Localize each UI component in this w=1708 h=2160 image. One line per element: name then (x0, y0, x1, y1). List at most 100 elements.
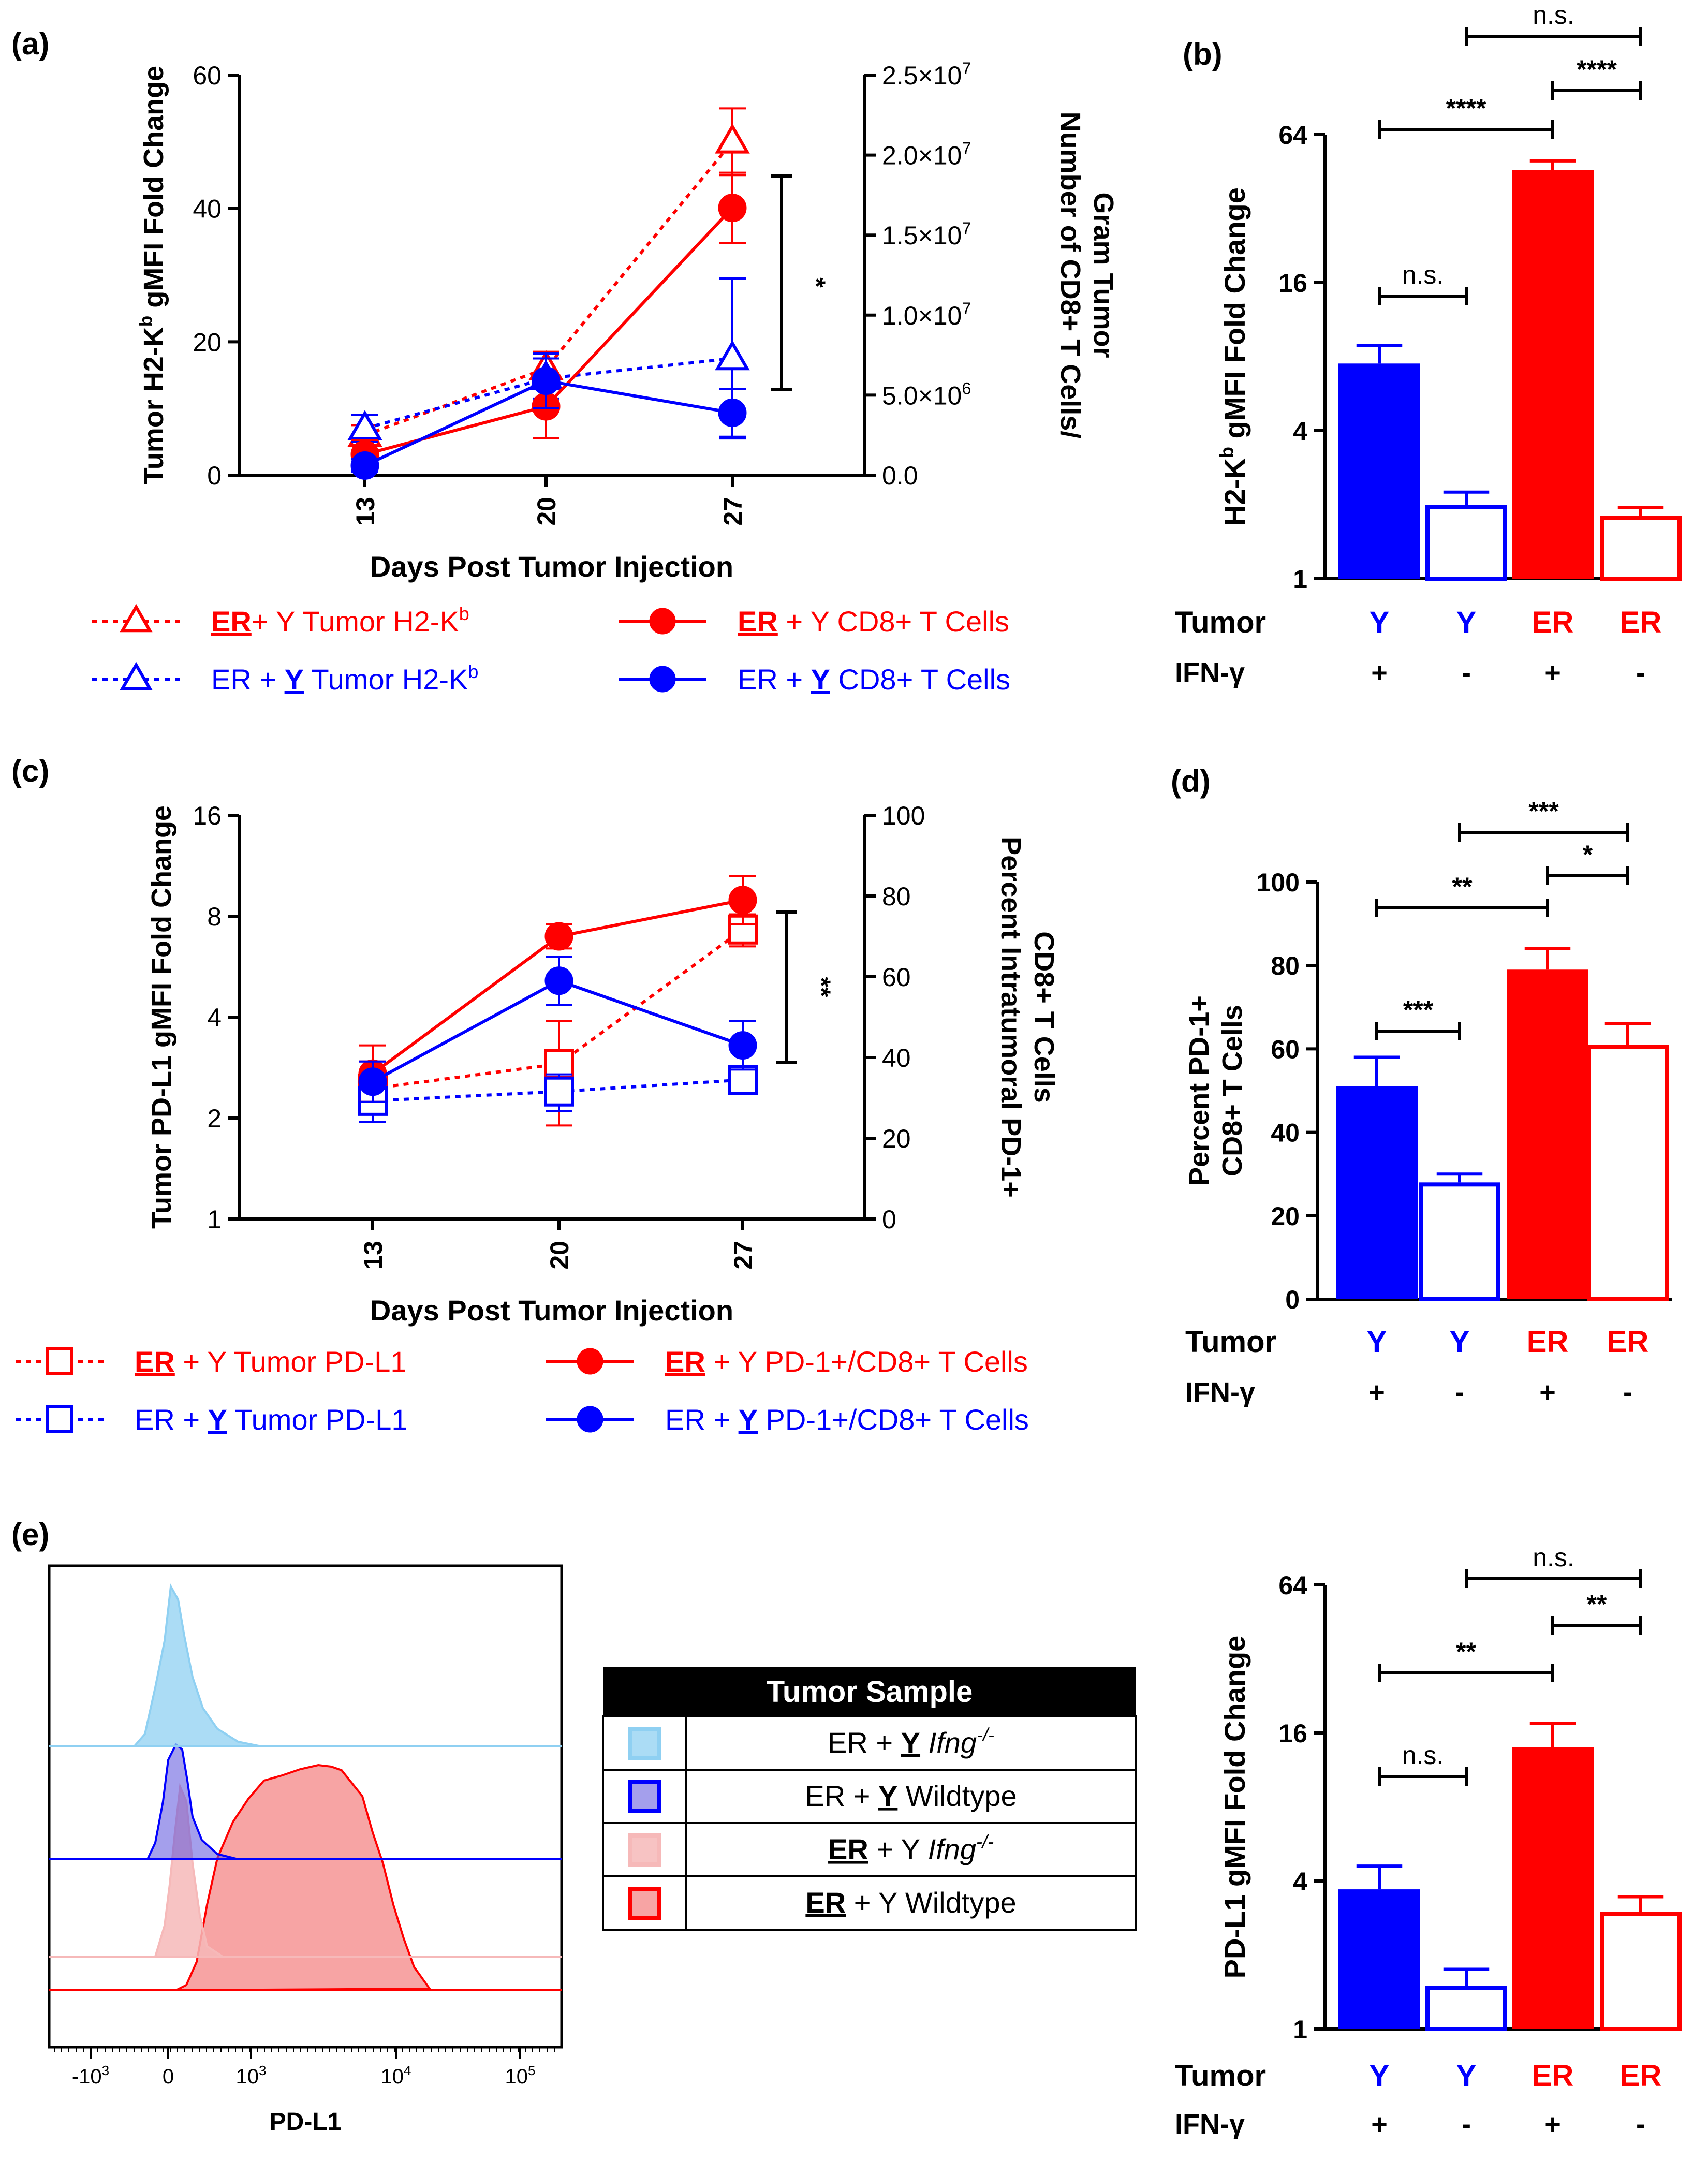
comparison-label: n.s. (1402, 1741, 1444, 1770)
y-tick-label: 4 (1293, 1867, 1307, 1896)
right-axis-label-2: Gram Tumor (1088, 192, 1119, 358)
red-circle-filled-marker (544, 922, 573, 951)
legend-blue-circle-filled-marker (649, 666, 676, 693)
red-filled-bar (1507, 969, 1588, 1299)
ifng-category-label: + (1544, 2109, 1561, 2140)
right-tick-label: 80 (882, 882, 911, 911)
right-tick-label: 60 (882, 963, 911, 992)
left-tick-label: 4 (207, 1003, 222, 1032)
y-tick-label: 80 (1271, 951, 1300, 980)
ifng-category-label: + (1544, 657, 1561, 688)
tumor-category-label: ER (1607, 1325, 1649, 1359)
ifng-category-label: - (1462, 657, 1471, 688)
legend-label: ER + Y CD8+ T Cells (738, 605, 1009, 638)
histogram-x-tick-label: 105 (505, 2063, 536, 2088)
red-triangle-open-marker (715, 123, 750, 154)
blue-square-open-marker (544, 1076, 574, 1107)
left-tick-label: 2 (207, 1104, 222, 1133)
x-tick-label: 27 (729, 1241, 758, 1270)
y-tick-label: 64 (1278, 1571, 1307, 1600)
legend-label: ER + Y Tumor PD-L1 (135, 1403, 408, 1436)
blue-circle-filled-marker (718, 398, 747, 427)
x-tick-label: 13 (359, 1241, 388, 1270)
right-tick-label: 1.0×107 (882, 299, 971, 330)
red-open-bar (1587, 1045, 1669, 1301)
blue-triangle-open-marker (715, 340, 750, 371)
blue-circle-filled-marker (544, 966, 573, 995)
histogram-x-tick-label: 103 (236, 2063, 267, 2088)
legend-blue-circle-filled-marker (577, 1406, 603, 1433)
legend-red-square-open-marker (46, 1347, 73, 1375)
y-axis-label-2: CD8+ T Cells (1217, 1005, 1248, 1177)
right-tick-label: 2.5×107 (882, 59, 971, 90)
histogram-x-tick-label: 0 (163, 2065, 174, 2088)
right-tick-label: 0.0 (882, 461, 918, 490)
x-axis-label: Days Post Tumor Injection (370, 550, 733, 583)
red-open-bar (1600, 516, 1682, 581)
blue-circle-filled-marker (728, 1031, 757, 1060)
comparison-label: ** (1456, 1637, 1476, 1666)
comparison-label: *** (1528, 797, 1559, 826)
right-tick-label: 20 (882, 1124, 911, 1153)
blue-open-bar (1425, 1986, 1507, 2031)
y-tick-label: 60 (1271, 1035, 1300, 1064)
histogram-light_blue-distribution (132, 1583, 259, 1747)
legend-label: ER + Y Tumor H2-Kb (211, 661, 478, 696)
legend-light_blue-swatch (628, 1727, 661, 1760)
y-tick-label: 0 (1285, 1285, 1300, 1314)
legend-blue-square-open-marker (46, 1405, 73, 1433)
legend-table-header (603, 1667, 1136, 1716)
histogram-red-distribution (175, 1764, 432, 1991)
right-axis-label: Percent Intratumoral PD-1+ (995, 836, 1026, 1198)
comparison-label: n.s. (1402, 260, 1444, 289)
tumor-row-label: Tumor (1175, 2059, 1266, 2093)
tumor-category-label: ER (1620, 2059, 1662, 2093)
right-tick-label: 5.0×106 (882, 379, 971, 410)
blue-circle-filled-marker (350, 451, 379, 480)
y-tick-label: 20 (1271, 1202, 1300, 1231)
histogram-x-label: PD-L1 (270, 2108, 342, 2136)
blue-circle-filled-marker (532, 366, 561, 395)
histogram-x-tick-label: -103 (72, 2063, 109, 2088)
y-tick-label: 4 (1293, 417, 1307, 446)
legend-blue-triangle-open-marker (120, 662, 153, 690)
significance-label: * (802, 277, 831, 288)
legend-red-circle-filled-marker (649, 608, 676, 635)
y-axis-label: PD-L1 gMFI Fold Change (1218, 1636, 1251, 1979)
tumor-category-label: ER (1532, 606, 1574, 639)
panel-label: (a) (11, 26, 49, 61)
comparison-label: **** (1577, 55, 1617, 84)
blue-filled-bar (1336, 1086, 1418, 1299)
legend-red-triangle-open-marker (120, 604, 153, 633)
blue-open-bar (1425, 505, 1507, 581)
legend-table-label: ER + Y Ifng-/- (828, 1724, 994, 1759)
tumor-category-label: Y (1370, 606, 1390, 639)
legend-label: ER + Y CD8+ T Cells (738, 663, 1010, 696)
right-tick-label: 1.5×107 (882, 219, 971, 250)
y-tick-label: 64 (1278, 121, 1307, 150)
comparison-label: ** (1587, 1590, 1607, 1619)
legend-light_red-swatch (628, 1833, 661, 1867)
blue-filled-bar (1338, 1889, 1420, 2029)
y-axis-label: H2-Kb gMFI Fold Change (1216, 187, 1251, 526)
right-tick-label: 2.0×107 (882, 139, 971, 170)
right-tick-label: 0 (882, 1205, 896, 1234)
red-open-bar (1600, 1912, 1682, 2031)
tumor-category-label: ER (1532, 2059, 1574, 2093)
panel-label: (e) (11, 1517, 49, 1552)
right-tick-label: 40 (882, 1044, 911, 1072)
ifng-row-label: IFN-γ (1185, 1377, 1255, 1408)
left-tick-label: 0 (207, 461, 222, 490)
comparison-label: n.s. (1533, 1, 1574, 30)
comparison-label: ** (1452, 872, 1473, 901)
red-filled-bar (1512, 1747, 1594, 2029)
red-filled-bar (1512, 170, 1594, 579)
y-tick-label: 100 (1257, 868, 1300, 897)
tumor-category-label: Y (1450, 1325, 1470, 1359)
x-tick-label: 20 (532, 497, 561, 526)
ifng-category-label: + (1371, 657, 1388, 688)
legend-label: ER+ Y Tumor H2-Kb (211, 603, 469, 638)
blue-triangle-open-marker (347, 410, 382, 440)
comparison-label: * (1583, 840, 1593, 869)
